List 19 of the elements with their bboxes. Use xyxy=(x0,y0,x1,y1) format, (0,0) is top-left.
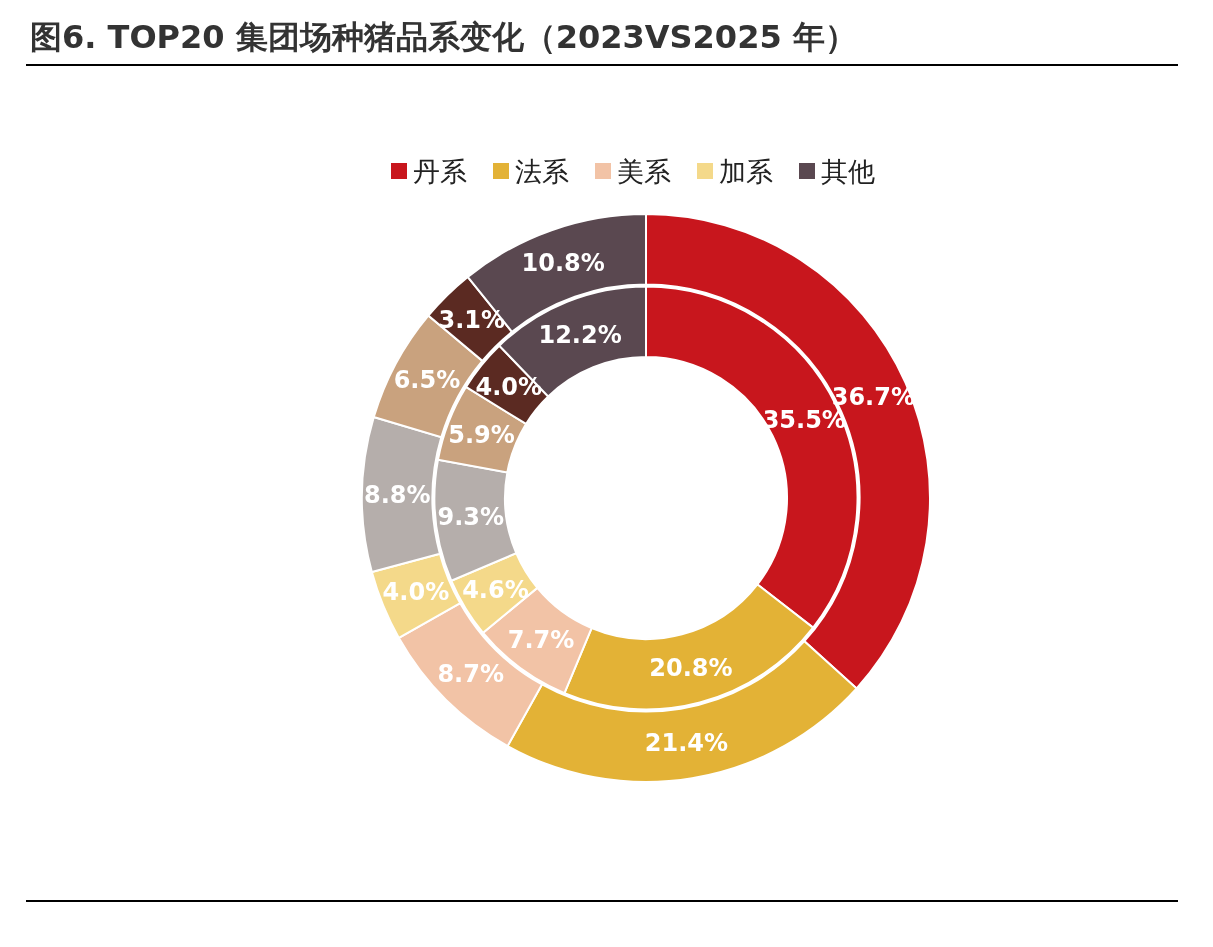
data-label: 8.8% xyxy=(363,480,431,509)
data-label: 6.5% xyxy=(393,366,461,395)
data-label: 4.0% xyxy=(382,578,450,607)
data-label: 8.7% xyxy=(437,660,504,689)
data-label: 20.8% xyxy=(649,654,733,683)
data-label: 4.6% xyxy=(462,575,529,604)
data-label: 4.0% xyxy=(475,373,543,402)
legend-label: 其他 xyxy=(821,155,875,187)
data-label: 10.8% xyxy=(521,249,605,278)
legend-label: 加系 xyxy=(719,155,773,187)
data-label: 9.3% xyxy=(437,503,505,532)
data-label: 21.4% xyxy=(644,729,729,758)
legend-label: 美系 xyxy=(617,155,671,187)
data-label: 5.9% xyxy=(448,420,515,449)
legend-label: 法系 xyxy=(515,155,569,187)
data-label: 7.7% xyxy=(507,625,575,654)
chart-title: 图6. TOP20 集团场种猪品系变化（2023VS2025 年） xyxy=(30,18,857,56)
data-label: 12.2% xyxy=(538,320,622,349)
legend-label: 丹系 xyxy=(413,155,467,187)
